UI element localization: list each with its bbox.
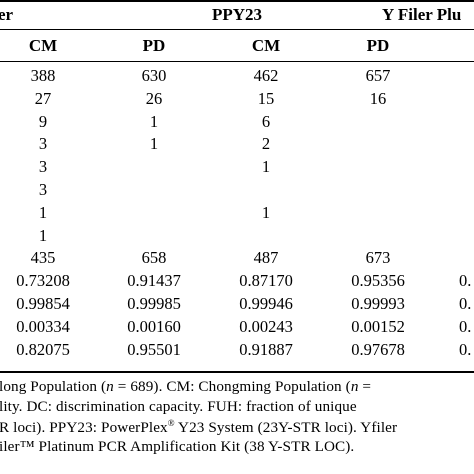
table-cell: 0.00152	[351, 316, 405, 336]
footnote-line: lity. DC: discrimination capacity. FUH: …	[0, 398, 357, 416]
table-cell: 0.99985	[127, 294, 181, 313]
table-cell: 9	[38, 111, 48, 131]
table-cell: 0.95501	[127, 339, 181, 359]
table-cell: 657	[365, 66, 391, 85]
column-header-1: PD	[142, 36, 166, 55]
table-cell: 0.99854	[16, 294, 70, 313]
table-cell: 0.00243	[239, 316, 293, 336]
bottom-rule	[0, 371, 474, 373]
table-cell: 2	[261, 134, 271, 154]
footnote-text: =	[358, 378, 372, 395]
footnote-line: long Population (n = 689). CM: Chongming…	[0, 378, 371, 396]
table-cell: 0.99993	[351, 294, 405, 313]
footnote-text: n	[350, 378, 359, 395]
footnote-line: iler™ Platinum PCR Amplification Kit (38…	[0, 438, 354, 456]
table-cell: 3	[38, 180, 48, 199]
table-cell: 0.00334	[16, 316, 70, 336]
table-cell: 1	[38, 225, 48, 245]
column-header-2: CM	[251, 36, 281, 55]
table-cell: 0.95356	[351, 271, 405, 291]
table-cell: 0.87170	[239, 271, 293, 291]
table-cell: 0.99946	[239, 294, 293, 313]
table-cell: 27	[34, 88, 52, 108]
table-cell: 462	[253, 66, 279, 85]
table-cell: 0.82075	[16, 339, 70, 359]
table-cell: 1	[149, 134, 159, 154]
footnote-text: Y23 System (23Y-STR loci). Yfiler	[174, 419, 398, 437]
column-header-3: PD	[366, 36, 390, 55]
footnote-text: n	[106, 378, 114, 395]
table-cell: 658	[141, 248, 167, 268]
table-cell: 16	[369, 88, 387, 108]
table-cell: 487	[253, 248, 279, 268]
table-cell: 3	[38, 134, 48, 154]
table-cell: 673	[365, 248, 391, 268]
group-header-0: er	[0, 5, 14, 24]
group-header-2: Y Filer Plu	[382, 5, 462, 24]
footnote-text: lity. DC: discrimination capacity. FUH: …	[0, 398, 357, 415]
table-cell: 0.91887	[239, 339, 293, 359]
table-cell: 0.	[459, 316, 472, 336]
footnote-text: = 689). CM: Chongming Population (	[113, 378, 351, 395]
table-cell: 1	[38, 202, 48, 222]
table-cell: 0.	[459, 294, 472, 313]
top-rule	[0, 0, 474, 2]
footnote-line: R loci). PPY23: PowerPlex® Y23 System (2…	[0, 418, 397, 437]
table-cell: 0.91437	[127, 271, 181, 291]
footnote-text: R loci). PPY23: PowerPlex	[0, 419, 168, 437]
footnote-text: iler™ Platinum PCR Amplification Kit (38…	[0, 438, 355, 455]
footnote-text: ®	[167, 418, 175, 428]
table-cell: 26	[145, 88, 163, 108]
table-cell: 15	[257, 88, 275, 108]
table-cell: 1	[261, 157, 271, 177]
table-cell: 0.00160	[127, 316, 181, 336]
table-cell: 0.	[459, 339, 472, 359]
table-cell: 6	[261, 111, 271, 131]
table-cell: 1	[261, 202, 271, 222]
table-cell: 435	[30, 248, 56, 268]
table-cell: 0.	[459, 271, 472, 291]
column-header-0: CM	[28, 36, 58, 55]
table-cell: 1	[149, 111, 159, 131]
footnote-text: long Population (	[0, 378, 107, 395]
header-rule	[0, 29, 474, 30]
sub-header-rule	[0, 61, 474, 62]
table-cell: 0.97678	[351, 339, 405, 359]
group-header-1: PPY23	[212, 5, 263, 24]
table-cell: 388	[30, 66, 56, 85]
table-cell: 3	[38, 157, 48, 177]
table-cell: 0.73208	[16, 271, 70, 291]
table-cell: 630	[141, 66, 167, 85]
